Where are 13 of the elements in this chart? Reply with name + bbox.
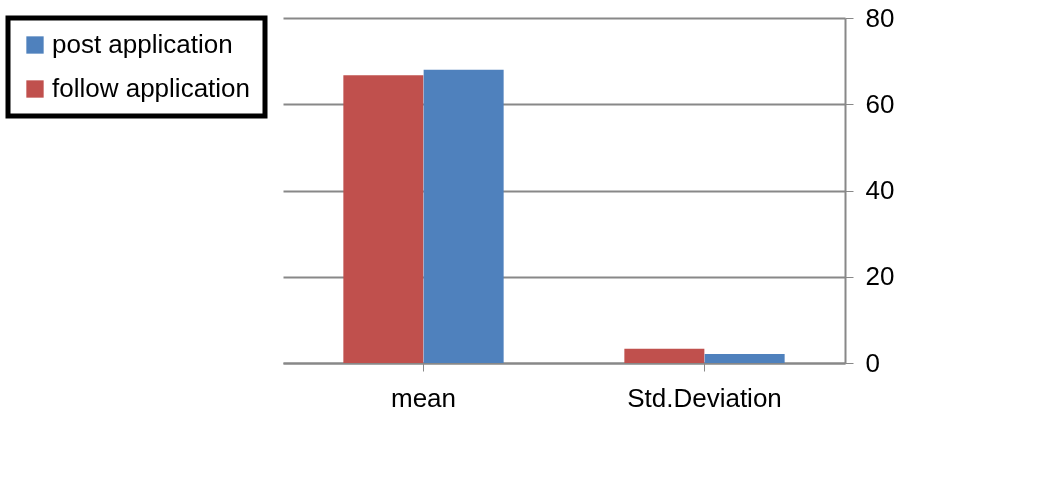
legend-label: follow application [52,73,251,103]
y-tick-label: 80 [865,2,895,33]
bar [343,75,424,363]
x-tick-label: mean [390,382,457,413]
y-tick-label: 0 [865,347,880,378]
legend-label: post application [52,29,233,59]
y-tick-label: 20 [865,261,895,292]
x-tick-label: Std.Deviation [627,382,782,413]
bar [624,348,705,363]
y-tick-label: 40 [865,175,895,205]
y-tick-label: 60 [865,88,895,119]
bar [704,353,785,363]
bar [423,69,504,363]
